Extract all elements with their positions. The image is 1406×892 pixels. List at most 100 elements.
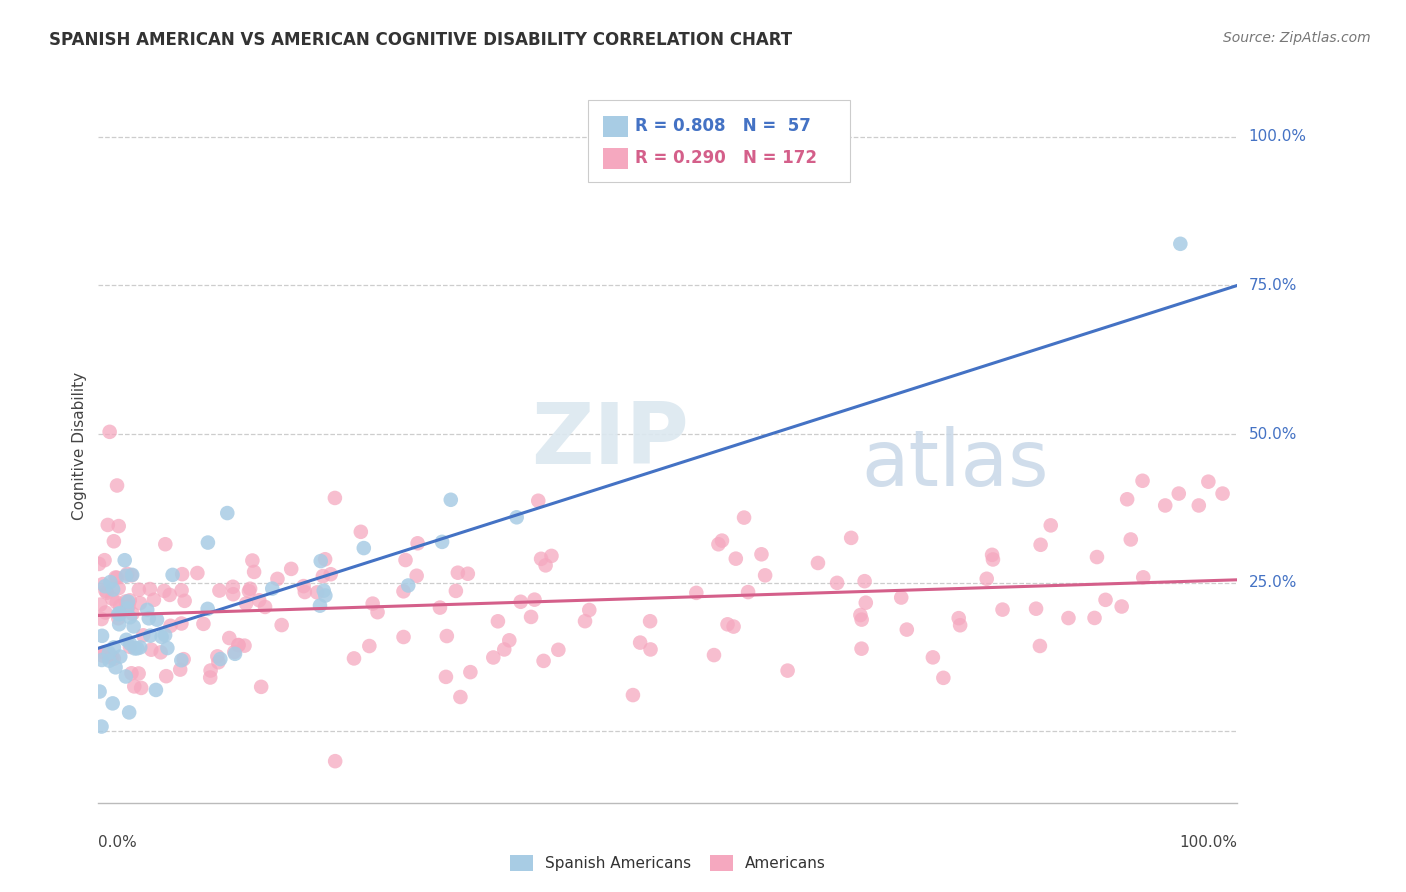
Point	[94, 583, 117, 598]
Point	[394, 553, 416, 567]
Point	[117, 599, 139, 614]
Point	[96, 585, 118, 599]
Point	[97, 646, 120, 660]
Point	[392, 630, 415, 644]
Point	[145, 682, 167, 697]
Point	[449, 690, 471, 704]
Point	[139, 629, 162, 643]
Point	[224, 647, 246, 661]
Point	[228, 638, 250, 652]
Point	[98, 650, 121, 665]
Point	[108, 617, 131, 632]
Point	[90, 653, 112, 667]
Point	[107, 581, 129, 595]
Point	[103, 640, 125, 655]
Point	[932, 671, 955, 685]
Point	[193, 616, 215, 631]
Point	[350, 524, 373, 539]
Point	[114, 594, 136, 608]
Point	[222, 587, 245, 601]
Point	[242, 553, 264, 567]
Point	[155, 537, 177, 551]
Point	[129, 640, 152, 655]
Point	[849, 608, 872, 623]
Point	[89, 598, 111, 612]
Point	[853, 574, 876, 589]
Point	[121, 567, 143, 582]
Point	[97, 518, 120, 533]
Point	[107, 519, 129, 533]
Point	[169, 663, 191, 677]
Point	[149, 645, 172, 659]
Point	[294, 585, 316, 599]
Point	[1119, 533, 1142, 547]
Point	[103, 534, 125, 549]
Point	[405, 568, 427, 582]
Point	[101, 591, 124, 606]
Point	[314, 552, 336, 566]
Point	[776, 664, 799, 678]
Point	[127, 641, 149, 656]
Point	[1025, 601, 1047, 615]
Point	[107, 607, 129, 621]
Point	[91, 577, 114, 591]
Point	[710, 533, 733, 548]
Text: ZIP: ZIP	[531, 399, 689, 482]
Point	[153, 628, 176, 642]
Point	[1212, 486, 1234, 500]
Point	[108, 607, 131, 621]
Point	[98, 425, 121, 439]
Text: SPANISH AMERICAN VS AMERICAN COGNITIVE DISABILITY CORRELATION CHART: SPANISH AMERICAN VS AMERICAN COGNITIVE D…	[49, 31, 793, 49]
Point	[118, 593, 141, 607]
Point	[129, 596, 152, 610]
Point	[640, 642, 662, 657]
Point	[128, 666, 150, 681]
Point	[457, 566, 479, 581]
Point	[494, 642, 516, 657]
Point	[1197, 475, 1219, 489]
Point	[121, 607, 143, 621]
Point	[121, 568, 143, 582]
Point	[200, 664, 222, 678]
Point	[98, 575, 121, 590]
Text: R = 0.808   N =  57: R = 0.808 N = 57	[636, 118, 811, 136]
Point	[110, 649, 132, 664]
Point	[534, 558, 557, 573]
Point	[807, 556, 830, 570]
Point	[323, 491, 346, 505]
Point	[396, 578, 419, 592]
Point	[156, 641, 179, 656]
Point	[266, 572, 288, 586]
Text: 75.0%: 75.0%	[1249, 278, 1296, 293]
Point	[430, 534, 453, 549]
Point	[523, 592, 546, 607]
Point	[222, 580, 245, 594]
Point	[751, 547, 773, 561]
Point	[486, 615, 509, 629]
Point	[638, 614, 661, 628]
Point	[101, 582, 124, 597]
Point	[896, 623, 918, 637]
Point	[122, 619, 145, 633]
Point	[307, 585, 329, 599]
Point	[254, 599, 277, 614]
Point	[101, 697, 124, 711]
Point	[323, 754, 346, 768]
Point	[520, 610, 543, 624]
Point	[93, 553, 115, 567]
Point	[228, 638, 250, 652]
Point	[703, 648, 725, 662]
Point	[170, 653, 193, 667]
Point	[361, 597, 384, 611]
Point	[574, 614, 596, 628]
Point	[707, 537, 730, 551]
Point	[170, 616, 193, 631]
Point	[141, 642, 163, 657]
Point	[628, 635, 651, 649]
Point	[197, 602, 219, 616]
Point	[209, 652, 232, 666]
Point	[101, 650, 124, 665]
Point	[94, 579, 117, 593]
Point	[406, 536, 429, 550]
Point	[1132, 570, 1154, 584]
